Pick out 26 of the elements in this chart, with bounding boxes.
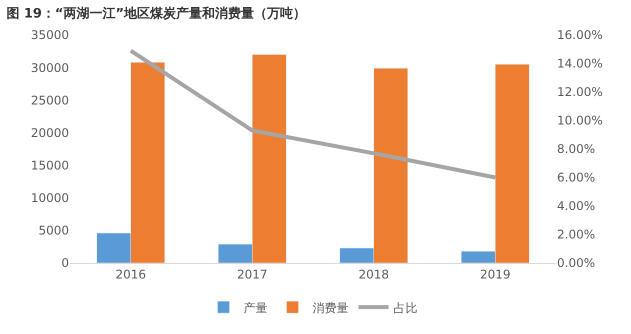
y-tick-label: 20000 [30,126,69,140]
x-tick-label: 2016 [115,267,146,282]
y2-tick-label: 4.00% [557,199,596,214]
y-tick-label: 5000 [38,224,69,238]
y-tick-label: 0 [61,256,69,270]
x-tick-label: 2017 [236,267,268,282]
x-tick-label: 2019 [480,267,511,282]
y-tick-label: 35000 [30,28,69,42]
y2-tick-label: 2.00% [557,228,596,242]
y-tick-label: 10000 [30,191,69,206]
y2-tick-label: 10.00% [557,114,603,128]
y-tick-label: 15000 [30,158,69,172]
line-series [128,48,498,180]
y2-tick-label: 16.00% [557,28,603,42]
y2-tick-label: 12.00% [557,85,603,100]
legend-label: 消费量 [312,300,348,315]
y2-tick-label: 0.00% [557,256,596,270]
legend-label: 产量 [244,300,268,315]
y2-tick-label: 6.00% [557,170,596,185]
legend-label: 占比 [394,300,418,315]
y2-tick-label: 8.00% [557,142,596,156]
y2-tick-label: 14.00% [557,56,603,71]
x-tick-label: 2018 [358,267,390,282]
chart-title: 图 19：“两湖一江”地区煤炭产量和消费量（万吨） [6,5,306,22]
y-tick-label: 30000 [30,60,69,75]
y-tick-label: 25000 [30,93,69,108]
